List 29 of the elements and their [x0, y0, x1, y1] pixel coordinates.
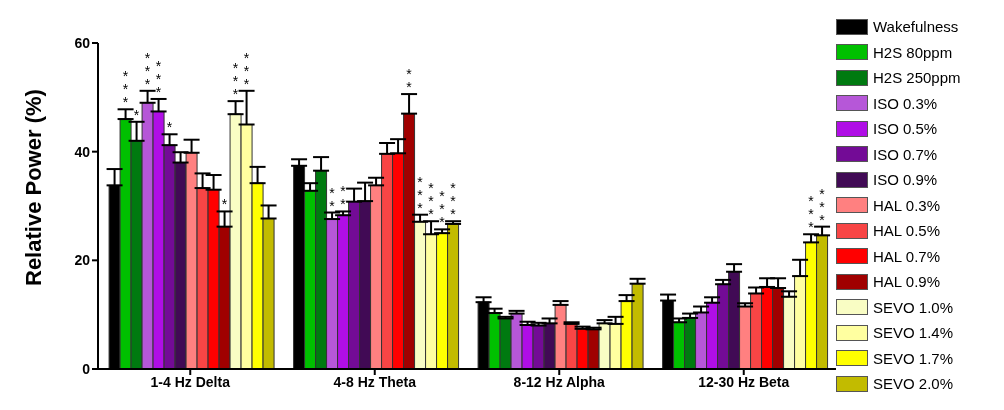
y-tick-label: 20: [74, 252, 91, 269]
data-label: *: [128, 106, 145, 120]
legend-label: ISO 0.9%: [873, 171, 938, 188]
legend-label: SEVO 1.0%: [873, 298, 954, 316]
legend-label: ISO 0.5%: [873, 120, 938, 137]
y-axis-title: Relative Power (%): [20, 89, 46, 286]
legend-label: HAL 0.5%: [873, 222, 940, 239]
x-tick-label: 1-4 Hz Delta: [150, 373, 231, 390]
legend-label: ISO 0.7%: [873, 145, 938, 163]
x-tick-label: 8-12 Hz Alpha: [513, 373, 606, 390]
legend-label: ISO 0.3%: [873, 94, 938, 112]
legend-label: H2S 80ppm: [873, 43, 953, 61]
data-label: *: [161, 119, 178, 133]
data-label: *: [216, 196, 233, 210]
legend-label: SEVO 2.0%: [873, 375, 954, 392]
data-label: **: [401, 66, 418, 93]
y-tick-label: 0: [82, 360, 91, 377]
legend-label: H2S 250ppm: [873, 69, 961, 86]
y-tick-label: 40: [74, 143, 91, 160]
legend-label: Wakefulness: [873, 18, 959, 35]
y-tick-label: 60: [74, 34, 91, 51]
legend-label: SEVO 1.4%: [873, 324, 954, 341]
data-label: ***: [117, 68, 134, 108]
legend-label: SEVO 1.7%: [873, 349, 954, 367]
legend-label: HAL 0.3%: [873, 196, 940, 214]
legend-label: HAL 0.7%: [873, 247, 940, 265]
x-tick-label: 12-30 Hz Beta: [698, 373, 790, 390]
x-tick-label: 4-8 Hz Theta: [333, 373, 417, 390]
legend-label: HAL 0.9%: [873, 273, 940, 290]
